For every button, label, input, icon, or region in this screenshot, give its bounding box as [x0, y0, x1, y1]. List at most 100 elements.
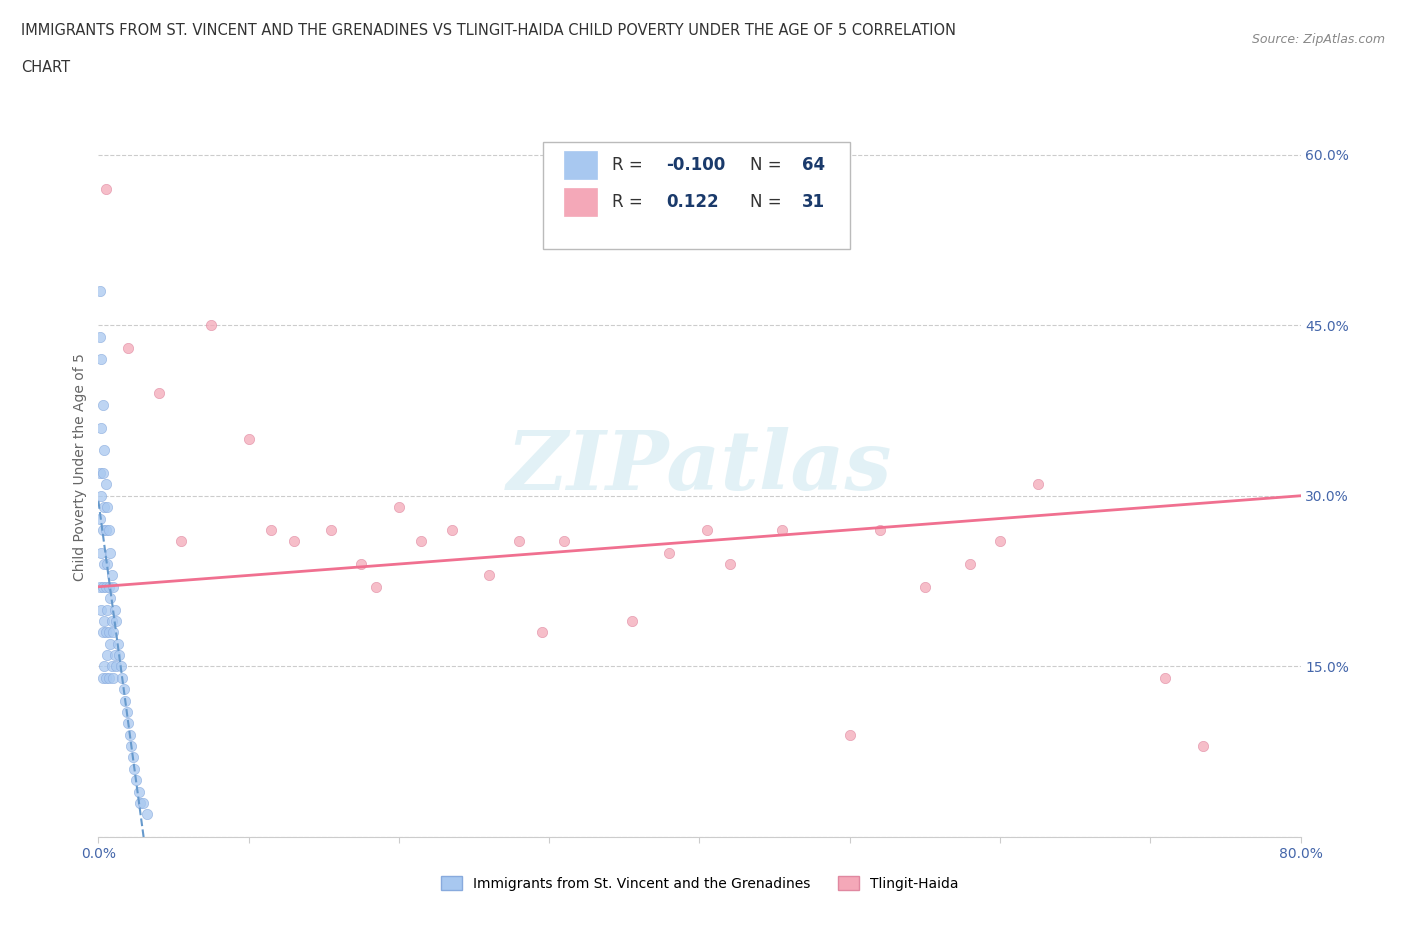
Point [115, 704, 138, 719]
Point [93, 443, 115, 458]
Point [914, 579, 936, 594]
Point [478, 568, 501, 583]
Point [388, 499, 411, 514]
Point [97, 625, 120, 640]
Point [96, 499, 118, 514]
Point [103, 625, 125, 640]
Text: -0.100: -0.100 [666, 156, 725, 174]
Point [94, 181, 117, 196]
Point [94, 671, 117, 685]
Point [100, 636, 122, 651]
Point [1026, 477, 1049, 492]
Point [96, 556, 118, 571]
FancyBboxPatch shape [543, 142, 849, 249]
Point [93, 556, 115, 571]
Point [97, 523, 120, 538]
Point [101, 568, 124, 583]
Point [366, 579, 388, 594]
Point [103, 671, 125, 685]
Y-axis label: Child Poverty Under the Age of 5: Child Poverty Under the Age of 5 [73, 353, 87, 581]
Point [988, 534, 1011, 549]
Point [121, 738, 143, 753]
Point [110, 659, 132, 674]
Point [91, 579, 114, 594]
Point [97, 579, 120, 594]
Point [93, 659, 115, 674]
Text: R =: R = [612, 156, 643, 174]
Point [125, 773, 148, 788]
Point [91, 523, 114, 538]
Point [91, 466, 114, 481]
Point [1192, 738, 1215, 753]
Point [770, 523, 793, 538]
Point [90, 420, 112, 435]
Point [321, 523, 343, 538]
Point [93, 614, 115, 629]
Point [718, 556, 741, 571]
Text: 31: 31 [801, 193, 825, 211]
Point [100, 545, 122, 560]
Point [440, 523, 463, 538]
Point [89, 512, 111, 526]
Point [105, 659, 128, 674]
Point [170, 534, 193, 549]
Point [105, 614, 128, 629]
Text: N =: N = [749, 193, 782, 211]
Point [96, 602, 118, 617]
Point [112, 682, 135, 697]
Text: IMMIGRANTS FROM ST. VINCENT AND THE GRENADINES VS TLINGIT-HAIDA CHILD POVERTY UN: IMMIGRANTS FROM ST. VINCENT AND THE GREN… [21, 23, 956, 38]
Point [93, 499, 115, 514]
Text: ZIPatlas: ZIPatlas [506, 427, 893, 508]
Point [91, 625, 114, 640]
Point [128, 784, 150, 799]
Point [114, 693, 136, 708]
Point [148, 386, 170, 401]
Point [101, 659, 124, 674]
Point [283, 534, 305, 549]
Point [90, 352, 112, 366]
Text: CHART: CHART [21, 60, 70, 75]
Point [107, 636, 129, 651]
Point [117, 340, 139, 355]
Text: N =: N = [749, 156, 782, 174]
Point [553, 534, 575, 549]
Point [89, 466, 111, 481]
Point [135, 807, 157, 822]
Point [94, 625, 117, 640]
Point [117, 716, 139, 731]
Point [129, 795, 152, 810]
Point [89, 284, 111, 299]
Point [108, 647, 131, 662]
Text: Source: ZipAtlas.com: Source: ZipAtlas.com [1251, 33, 1385, 46]
Point [200, 318, 222, 333]
Point [89, 579, 111, 594]
Point [91, 397, 114, 412]
Point [111, 671, 134, 685]
Bar [564, 151, 598, 179]
Point [90, 545, 112, 560]
Point [696, 523, 718, 538]
Point [122, 750, 145, 764]
Point [238, 432, 260, 446]
Point [94, 523, 117, 538]
Point [91, 671, 114, 685]
Point [89, 329, 111, 344]
Point [103, 579, 125, 594]
Point [97, 671, 120, 685]
Point [838, 727, 860, 742]
Legend: Immigrants from St. Vincent and the Grenadines, Tlingit-Haida: Immigrants from St. Vincent and the Gren… [436, 870, 963, 897]
Text: 0.122: 0.122 [666, 193, 718, 211]
Point [118, 727, 141, 742]
Bar [564, 188, 598, 216]
Point [869, 523, 891, 538]
Point [132, 795, 155, 810]
Point [100, 591, 122, 605]
Point [90, 488, 112, 503]
Point [96, 647, 118, 662]
Point [94, 579, 117, 594]
Point [101, 614, 124, 629]
Point [508, 534, 530, 549]
Point [94, 477, 117, 492]
Point [530, 625, 553, 640]
Text: 64: 64 [801, 156, 825, 174]
